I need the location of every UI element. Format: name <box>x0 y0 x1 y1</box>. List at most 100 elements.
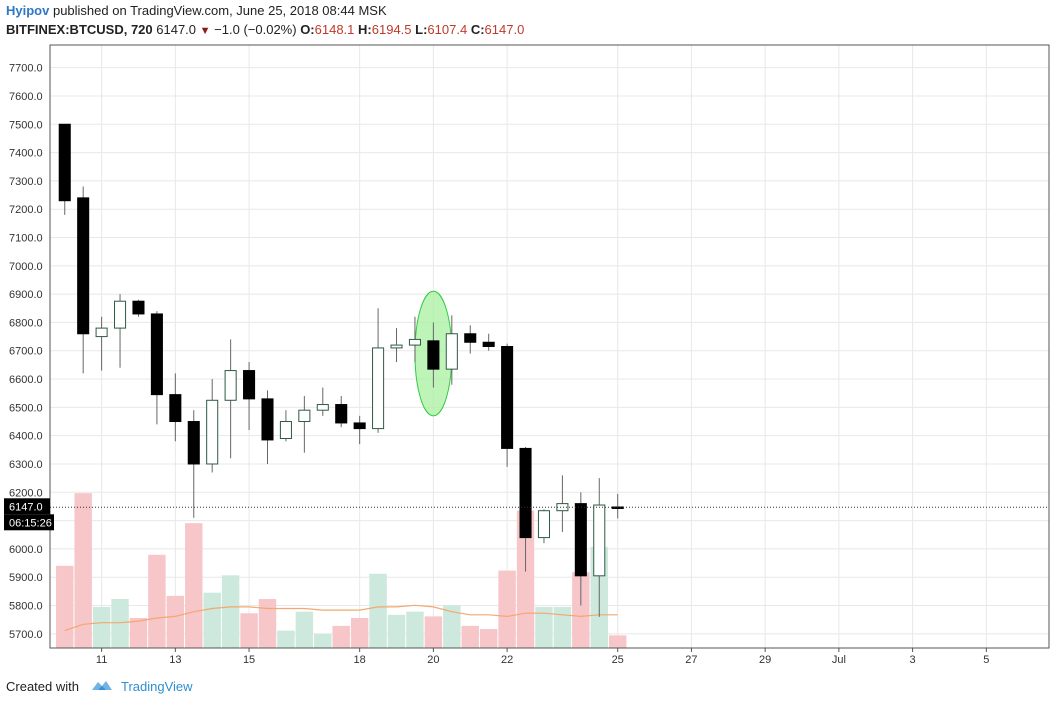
tradingview-cloud-icon[interactable] <box>89 678 115 695</box>
low-value: 6107.4 <box>427 22 468 37</box>
volume-bar <box>461 625 479 648</box>
close-label: C: <box>470 22 485 37</box>
volume-bar <box>608 635 627 648</box>
x-tick-label: 29 <box>759 654 771 666</box>
x-tick-label: 5 <box>983 654 989 666</box>
y-tick-label: 7300.0 <box>9 176 43 188</box>
volume-bar <box>148 554 166 648</box>
candle-body <box>593 504 606 577</box>
y-tick-label: 7400.0 <box>9 148 43 160</box>
y-tick-label: 7500.0 <box>9 119 43 131</box>
x-tick-label: 27 <box>685 654 697 666</box>
candle-body <box>298 409 311 423</box>
candle-body <box>372 347 385 430</box>
open-label: O: <box>300 22 315 37</box>
y-tick-label: 7100.0 <box>9 233 43 245</box>
x-tick-label: 13 <box>169 654 181 666</box>
candle-body <box>95 327 108 338</box>
y-tick-label: 7000.0 <box>9 261 43 273</box>
volume-ma <box>64 604 618 632</box>
y-tick-label: 7700.0 <box>9 63 43 75</box>
close-value: 6147.0 <box>484 22 525 37</box>
candle-body <box>58 123 71 202</box>
volume-bar <box>185 523 203 648</box>
y-tick-label: 5700.0 <box>9 629 43 641</box>
candle-body <box>482 341 495 347</box>
publish-line: Hyipov published on TradingView.com, Jun… <box>6 3 387 18</box>
low-label: L: <box>415 22 428 37</box>
y-tick-label: 6700.0 <box>9 346 43 358</box>
candle-body <box>427 340 440 370</box>
current-price-marker: 6147.0 06:15:26 <box>4 498 1049 531</box>
volume-bar <box>56 565 74 648</box>
candle-body <box>77 197 90 335</box>
volume-bar <box>166 595 185 648</box>
y-tick-label: 6200.0 <box>9 487 43 499</box>
volume-ma-line <box>64 604 618 632</box>
volume-bar <box>221 575 240 648</box>
volume-bar <box>258 599 277 648</box>
candle-body <box>224 370 237 401</box>
open-value: 6148.1 <box>314 22 355 37</box>
candle-body <box>114 300 127 329</box>
candle-body <box>169 394 182 423</box>
volume-bar <box>74 493 92 648</box>
candle-body <box>519 447 532 539</box>
volume-bar <box>295 611 314 648</box>
volume-bars <box>56 493 627 648</box>
candle-body <box>316 404 329 411</box>
volume-bar <box>129 617 148 648</box>
ohlc-legend: BITFINEX:BTCUSD, 720 6147.0 ▼ −1.0 (−0.0… <box>6 22 524 37</box>
volume-bar <box>203 592 221 648</box>
y-tick-label: 6400.0 <box>9 431 43 443</box>
volume-bar <box>111 599 129 648</box>
volume-bar <box>553 606 572 648</box>
volume-bar <box>350 617 369 648</box>
x-tick-label: 25 <box>612 654 624 666</box>
volume-bar <box>369 573 387 648</box>
y-tick-label: 6800.0 <box>9 317 43 329</box>
x-tick-label: 20 <box>427 654 439 666</box>
volume-bar <box>332 625 350 648</box>
y-tick-label: 6600.0 <box>9 374 43 386</box>
countdown-label: 06:15:26 <box>9 517 52 529</box>
x-tick-label: 18 <box>354 654 366 666</box>
candle-body <box>335 404 348 424</box>
footer: Created with TradingView <box>6 678 193 695</box>
x-tick-label: Jul <box>832 654 846 666</box>
published-text: published on TradingView.com, June 25, 2… <box>52 3 387 18</box>
volume-bar <box>424 616 443 648</box>
current-price-label: 6147.0 <box>9 501 43 513</box>
y-tick-label: 6900.0 <box>9 289 43 301</box>
volume-bar <box>498 570 516 648</box>
y-tick-label: 7200.0 <box>9 204 43 216</box>
change-text: −1.0 (−0.02%) <box>214 22 297 37</box>
candle-body <box>501 346 514 449</box>
candle-body <box>556 503 569 512</box>
volume-bar <box>535 606 553 648</box>
volume-bar <box>387 614 406 648</box>
candle-body <box>390 344 403 349</box>
candle-body <box>243 370 256 400</box>
current-price-badge <box>4 498 50 515</box>
candle-body <box>132 300 145 315</box>
y-tick-label: 5800.0 <box>9 601 43 613</box>
candle-body <box>574 503 587 577</box>
plot-frame <box>49 44 1050 649</box>
candle-body <box>261 398 274 441</box>
candle-body <box>408 338 421 346</box>
y-tick-label: 5900.0 <box>9 572 43 584</box>
volume-bar <box>443 605 461 648</box>
tradingview-link[interactable]: TradingView <box>120 679 193 694</box>
candle-body <box>464 333 477 343</box>
y-tick-label: 6000.0 <box>9 544 43 556</box>
author-name[interactable]: Hyipov <box>6 3 50 18</box>
high-label: H: <box>358 22 372 37</box>
grid-lines <box>50 45 1049 648</box>
y-tick-label: 6300.0 <box>9 459 43 471</box>
candle-body <box>187 421 200 465</box>
candles <box>58 123 624 617</box>
y-axis: 5700.05800.05900.06000.06100.06200.06300… <box>9 63 43 641</box>
x-tick-label: 15 <box>243 654 255 666</box>
